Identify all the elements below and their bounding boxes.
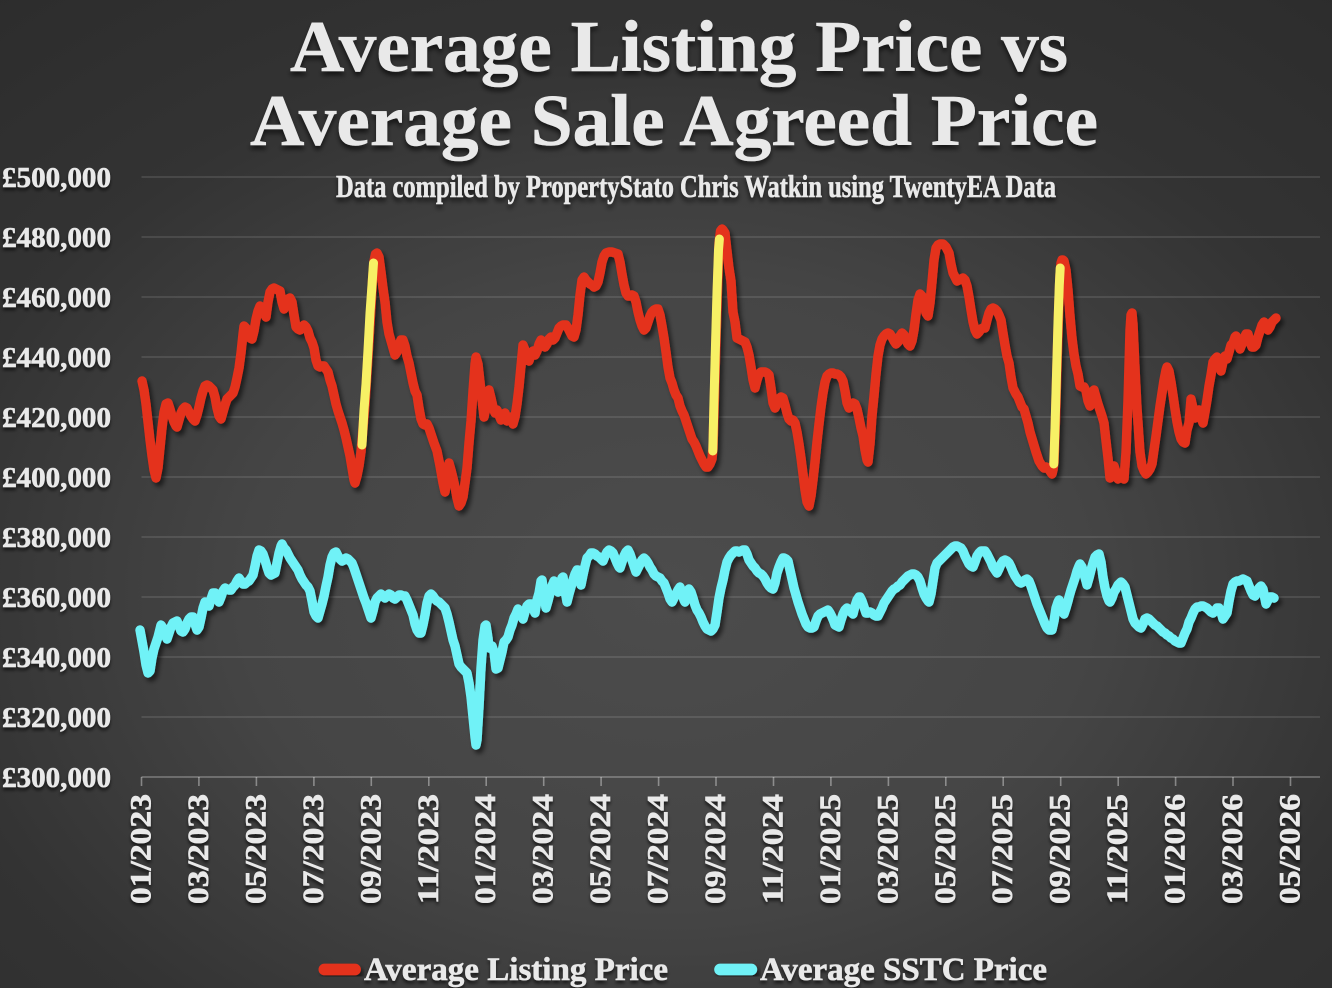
svg-text:£480,000: £480,000 <box>2 222 111 254</box>
svg-text:Average Sale Agreed Price: Average Sale Agreed Price <box>250 80 1098 161</box>
svg-text:£400,000: £400,000 <box>2 462 111 494</box>
svg-text:£360,000: £360,000 <box>2 582 111 614</box>
svg-text:£420,000: £420,000 <box>2 402 111 434</box>
svg-text:07/2023: 07/2023 <box>297 794 330 904</box>
svg-text:Data compiled by PropertyStato: Data compiled by PropertyStato Chris Wat… <box>336 168 1056 204</box>
svg-text:01/2023: 01/2023 <box>125 794 158 904</box>
svg-text:05/2024: 05/2024 <box>584 794 617 904</box>
svg-text:11/2024: 11/2024 <box>757 794 790 904</box>
svg-text:£340,000: £340,000 <box>2 642 111 674</box>
svg-text:£320,000: £320,000 <box>2 702 111 734</box>
svg-text:11/2025: 11/2025 <box>1101 794 1134 904</box>
svg-text:01/2025: 01/2025 <box>814 794 847 904</box>
svg-text:05/2026: 05/2026 <box>1274 794 1307 904</box>
svg-text:£500,000: £500,000 <box>2 162 111 194</box>
svg-text:03/2026: 03/2026 <box>1216 794 1249 904</box>
svg-text:£380,000: £380,000 <box>2 522 111 554</box>
svg-text:01/2026: 01/2026 <box>1159 794 1192 904</box>
svg-text:Average Listing Price vs: Average Listing Price vs <box>290 6 1068 87</box>
svg-text:09/2023: 09/2023 <box>354 794 387 904</box>
svg-text:05/2025: 05/2025 <box>929 794 962 904</box>
svg-text:03/2024: 03/2024 <box>527 794 560 904</box>
svg-text:01/2024: 01/2024 <box>469 794 502 904</box>
svg-text:11/2023: 11/2023 <box>412 794 445 904</box>
svg-text:07/2025: 07/2025 <box>986 794 1019 904</box>
svg-text:£440,000: £440,000 <box>2 342 111 374</box>
svg-text:Average SSTC Price: Average SSTC Price <box>760 952 1047 988</box>
svg-text:03/2025: 03/2025 <box>871 794 904 904</box>
svg-text:07/2024: 07/2024 <box>642 794 675 904</box>
svg-text:09/2024: 09/2024 <box>699 794 732 904</box>
svg-text:£460,000: £460,000 <box>2 282 111 314</box>
svg-text:03/2023: 03/2023 <box>182 794 215 904</box>
svg-text:05/2023: 05/2023 <box>239 794 272 904</box>
svg-text:Average Listing Price: Average Listing Price <box>364 952 668 988</box>
svg-text:09/2025: 09/2025 <box>1044 794 1077 904</box>
svg-text:£300,000: £300,000 <box>2 762 111 794</box>
